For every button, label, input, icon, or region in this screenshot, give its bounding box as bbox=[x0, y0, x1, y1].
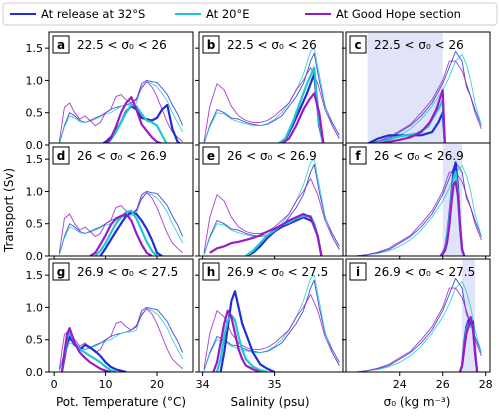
y-tick-label: 0.5 bbox=[26, 107, 44, 120]
panel-d: 0.0 0.5 1.0 1.5 d 26 < σ₀ < 26.9 bbox=[26, 142, 194, 263]
panel-letter-box bbox=[52, 35, 70, 54]
panel-letter-box bbox=[349, 262, 367, 281]
panel-letter-box bbox=[52, 146, 70, 165]
panel-letter-box bbox=[52, 262, 70, 281]
legend: At release at 32°S At 20°E At Good Hope se… bbox=[2, 2, 498, 26]
series-e-main-at-good-hope-section bbox=[209, 212, 323, 256]
panel-c: c 22.5 < σ₀ < 26 bbox=[342, 31, 491, 149]
series-i-ref-at-good-hope-section bbox=[356, 287, 482, 372]
panel-title: 26.9 < σ₀ < 27.5 bbox=[227, 265, 328, 279]
series-b-ref-at-release-at-32-s bbox=[203, 52, 340, 144]
density-range-shading-c bbox=[367, 33, 443, 145]
x-tick-label: 35 bbox=[268, 378, 282, 391]
x-axis-label-col1: Pot. Temperature (°C) bbox=[56, 395, 186, 409]
series-i-ref-at-release-at-32-s bbox=[356, 277, 482, 372]
panel-title: 26.9 < σ₀ < 27.5 bbox=[374, 265, 475, 279]
y-tick-label: 0.0 bbox=[26, 250, 44, 263]
y-tick-label: 0.5 bbox=[26, 334, 44, 347]
panel-title: 26 < σ₀ < 26.9 bbox=[374, 149, 464, 163]
series-b-main-at-good-hope-section bbox=[274, 92, 325, 145]
series-h-main-at-good-hope-section bbox=[212, 309, 261, 372]
series-c-ref-at-release-at-32-s bbox=[356, 50, 482, 145]
series-a-main-at-good-hope-section bbox=[104, 96, 168, 145]
series-f-main-at-good-hope-section bbox=[439, 180, 466, 256]
y-tick-label: 1.5 bbox=[26, 153, 44, 166]
panel-b: b 22.5 < σ₀ < 26 bbox=[195, 31, 344, 149]
series-h-main-at-20-e bbox=[215, 314, 268, 372]
panel-title: 26.9 < σ₀ < 27.5 bbox=[77, 265, 178, 279]
y-tick-label: 1.0 bbox=[26, 301, 44, 314]
y-tick-label: 1.5 bbox=[26, 269, 44, 282]
series-f-ref-at-20-e bbox=[356, 165, 482, 256]
series-i-ref-at-20-e bbox=[356, 281, 482, 372]
series-f-ref-at-good-hope-section bbox=[356, 171, 482, 256]
x-tick-label: 20 bbox=[150, 378, 164, 391]
panel-letter: h bbox=[207, 265, 216, 279]
panel-title: 26 < σ₀ < 26.9 bbox=[77, 149, 167, 163]
panel-letter-box bbox=[202, 35, 220, 54]
series-c-main-at-good-hope-section bbox=[378, 88, 446, 145]
series-g-main-at-good-hope-section bbox=[60, 327, 111, 372]
x-tick-label: 34 bbox=[196, 378, 210, 391]
panel-f: f 26 < σ₀ < 26.9 bbox=[342, 142, 491, 260]
panel-letter-box bbox=[202, 146, 220, 165]
legend-frame bbox=[2, 2, 498, 26]
panel-letter: i bbox=[356, 265, 360, 279]
series-h-main-at-release-at-32-s bbox=[219, 290, 276, 372]
x-axis-label-col3: σ₀ (kg m⁻³) bbox=[384, 395, 451, 409]
panel-i: 24 26 28 i 26.9 < σ₀ < 27.5 bbox=[342, 258, 493, 391]
panel-title: 22.5 < σ₀ < 26 bbox=[77, 38, 167, 52]
series-d-main-at-good-hope-section bbox=[89, 212, 153, 256]
series-f-ref-at-release-at-32-s bbox=[356, 161, 482, 256]
y-tick-label: 0.0 bbox=[26, 139, 44, 152]
panel-letter-box bbox=[202, 262, 220, 281]
panel-letter-box bbox=[349, 146, 367, 165]
y-tick-label: 1.5 bbox=[26, 42, 44, 55]
series-b-ref-at-good-hope-section bbox=[203, 67, 340, 142]
series-g-ref-at-good-hope-section bbox=[58, 308, 183, 370]
panel-letter: d bbox=[57, 149, 66, 163]
series-b-ref-at-20-e bbox=[203, 47, 340, 144]
series-e-main-at-20-e bbox=[245, 214, 323, 256]
x-tick-label: 10 bbox=[99, 378, 113, 391]
panel-letter: f bbox=[355, 149, 361, 163]
y-axis-label: Transport (Sv) bbox=[2, 168, 16, 253]
panel-letter-box bbox=[349, 35, 367, 54]
y-tick-label: 0.5 bbox=[26, 218, 44, 231]
panel-letter: e bbox=[207, 149, 215, 163]
panel-title: 22.5 < σ₀ < 26 bbox=[374, 38, 464, 52]
x-tick-label: 26 bbox=[436, 378, 450, 391]
series-d-ref-at-good-hope-section bbox=[58, 192, 183, 254]
panel-letter: b bbox=[207, 38, 216, 52]
panel-h: 34 35 h 26.9 < σ₀ < 27.5 bbox=[195, 258, 344, 391]
panel-a: 0.0 0.5 1.0 1.5 a 22.5 < σ₀ < 26 bbox=[26, 31, 194, 152]
x-tick-label: 0 bbox=[51, 378, 58, 391]
legend-label-1: At release at 32°S bbox=[41, 7, 145, 21]
y-tick-label: 1.0 bbox=[26, 74, 44, 87]
legend-label-3: At Good Hope section bbox=[336, 7, 461, 21]
x-axis-label-col2: Salinity (psu) bbox=[230, 395, 309, 409]
x-tick-label: 28 bbox=[479, 378, 493, 391]
y-tick-label: 0.0 bbox=[26, 366, 44, 379]
panel-letter: c bbox=[354, 38, 361, 52]
y-tick-label: 1.0 bbox=[26, 185, 44, 198]
series-a-ref-at-20-e bbox=[58, 81, 184, 144]
panel-title: 22.5 < σ₀ < 26 bbox=[227, 38, 317, 52]
series-a-main-at-20-e bbox=[104, 103, 169, 145]
panel-letter: g bbox=[57, 265, 66, 279]
panel-e: e 26 < σ₀ < 26.9 bbox=[195, 142, 344, 260]
series-g-main-at-release-at-32-s bbox=[60, 335, 127, 372]
panel-g: 0.0 0.5 1.0 1.5 0 10 20 g 26.9 < σ₀ < 27.5 bbox=[26, 258, 194, 391]
series-c-ref-at-good-hope-section bbox=[356, 60, 482, 145]
panel-title: 26 < σ₀ < 26.9 bbox=[227, 149, 317, 163]
panels-grid: 0.0 0.5 1.0 1.5 a 22.5 < σ₀ < 26 b 22.5 < σ₀ < … bbox=[26, 31, 493, 391]
series-i-main-at-good-hope-section bbox=[458, 316, 479, 372]
x-tick-label: 24 bbox=[393, 378, 407, 391]
legend-label-2: At 20°E bbox=[206, 7, 249, 21]
series-d-main-at-20-e bbox=[94, 209, 158, 256]
panel-letter: a bbox=[57, 38, 65, 52]
